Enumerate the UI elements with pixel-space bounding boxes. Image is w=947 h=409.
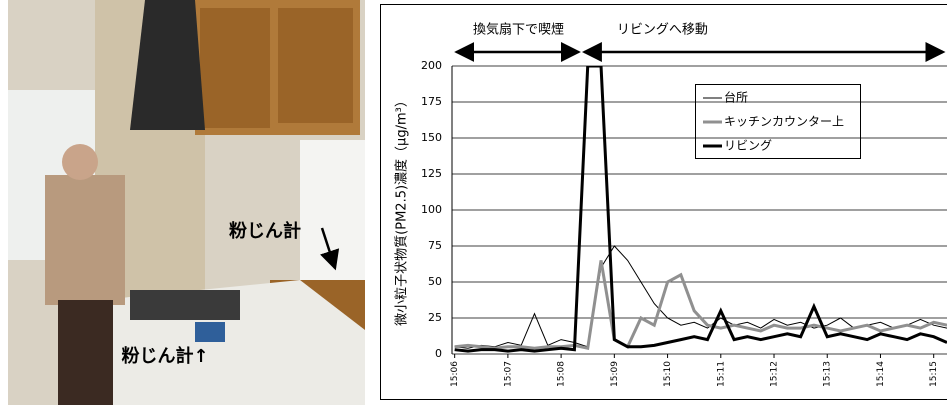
y-axis-label: 微小粒子状物質(PM2.5)濃度（μg/m³）	[394, 94, 410, 326]
annotation: 換気扇下で喫煙	[473, 22, 564, 38]
x-tick-label: 15:12	[770, 361, 780, 387]
x-tick-label: 15:07	[503, 361, 513, 387]
y-tick-label: 25	[428, 311, 442, 324]
legend-label: キッチンカウンター上	[724, 115, 844, 129]
y-tick-label: 50	[428, 275, 442, 288]
x-tick-label: 15:06	[450, 361, 460, 387]
y-tick-label: 175	[421, 95, 442, 108]
photo: 粉じん計 粉じん計↑	[8, 0, 365, 405]
x-tick-label: 15:13	[823, 361, 833, 387]
x-tick-label: 15:09	[610, 361, 620, 387]
chart-frame	[381, 5, 947, 400]
photo-label: 粉じん計	[229, 220, 301, 242]
y-tick-label: 0	[435, 347, 442, 360]
y-tick-label: 75	[428, 239, 442, 252]
y-tick-label: 125	[421, 167, 442, 180]
y-tick-label: 100	[421, 203, 442, 216]
x-tick-label: 15:14	[876, 361, 886, 387]
x-tick-label: 15:11	[716, 361, 726, 387]
x-tick-label: 15:10	[663, 361, 673, 387]
y-tick-label: 200	[421, 59, 442, 72]
photo-label: 粉じん計↑	[121, 345, 208, 367]
x-tick-label: 15:15	[929, 361, 939, 387]
legend-label: リビング	[724, 139, 772, 153]
annotation: リビングへ移動	[617, 23, 708, 38]
x-tick-label: 15:08	[557, 361, 567, 387]
y-tick-label: 150	[421, 131, 442, 144]
